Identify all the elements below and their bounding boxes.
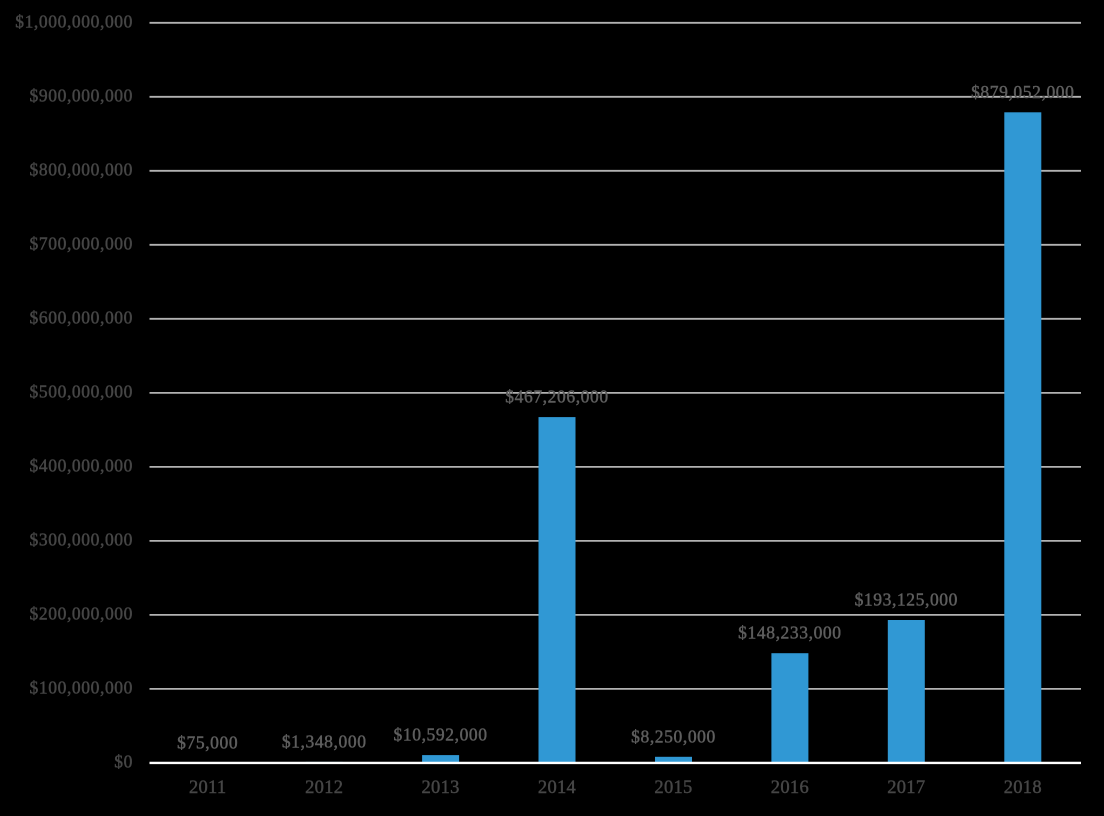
svg-text:2014: 2014 bbox=[538, 778, 576, 798]
svg-text:$1,000,000,000: $1,000,000,000 bbox=[15, 11, 133, 31]
svg-text:$1,348,000: $1,348,000 bbox=[282, 731, 367, 751]
svg-text:$0: $0 bbox=[114, 751, 133, 771]
svg-text:$467,206,000: $467,206,000 bbox=[505, 387, 608, 407]
svg-text:$500,000,000: $500,000,000 bbox=[30, 381, 133, 401]
svg-text:2018: 2018 bbox=[1004, 778, 1042, 798]
svg-text:$800,000,000: $800,000,000 bbox=[30, 159, 133, 179]
svg-text:2016: 2016 bbox=[771, 778, 809, 798]
svg-text:$300,000,000: $300,000,000 bbox=[30, 529, 133, 549]
svg-text:$200,000,000: $200,000,000 bbox=[30, 603, 133, 623]
svg-text:$900,000,000: $900,000,000 bbox=[30, 85, 133, 105]
svg-text:2015: 2015 bbox=[654, 778, 692, 798]
svg-text:2011: 2011 bbox=[189, 778, 227, 798]
svg-text:$193,125,000: $193,125,000 bbox=[855, 590, 958, 610]
svg-text:2012: 2012 bbox=[305, 778, 343, 798]
svg-text:$8,250,000: $8,250,000 bbox=[631, 726, 716, 746]
svg-text:$100,000,000: $100,000,000 bbox=[30, 677, 133, 697]
svg-text:$10,592,000: $10,592,000 bbox=[394, 725, 488, 745]
svg-text:$400,000,000: $400,000,000 bbox=[30, 455, 133, 475]
svg-text:2013: 2013 bbox=[421, 778, 459, 798]
svg-text:$75,000: $75,000 bbox=[177, 732, 238, 752]
svg-text:$148,233,000: $148,233,000 bbox=[738, 623, 841, 643]
svg-text:$700,000,000: $700,000,000 bbox=[30, 233, 133, 253]
svg-text:$600,000,000: $600,000,000 bbox=[30, 307, 133, 327]
svg-text:$879,052,000: $879,052,000 bbox=[971, 82, 1074, 102]
svg-text:2017: 2017 bbox=[887, 778, 925, 798]
